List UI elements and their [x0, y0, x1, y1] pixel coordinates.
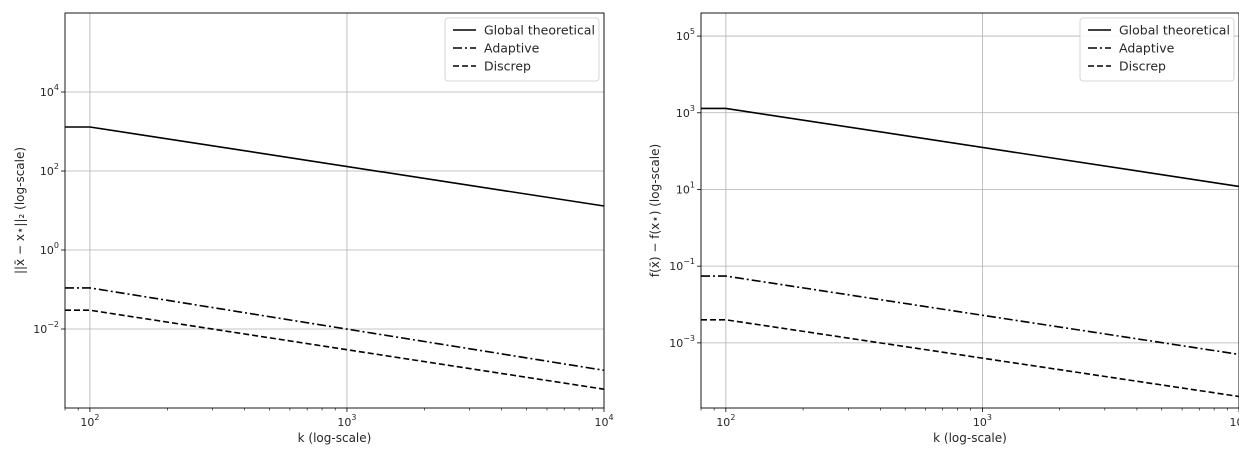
x-tick-label-text: 102	[80, 413, 99, 429]
y-tick-label-base: 10	[33, 323, 47, 336]
y-tick-label: 105	[676, 27, 695, 43]
y-tick-label-exp: 4	[54, 83, 59, 92]
series-line-dashed	[65, 309, 605, 390]
legend-label: Global theoretical	[484, 23, 595, 38]
x-tick-label-base: 10	[594, 416, 608, 429]
x-tick-label-exp: 2	[730, 413, 735, 422]
y-tick-label-text: 105	[676, 27, 695, 43]
x-tick-label-text: 104	[1229, 413, 1239, 429]
x-tick-label-exp: 3	[351, 413, 356, 422]
series-line-dashdot	[65, 287, 605, 372]
x-tick-label-text: 104	[594, 413, 613, 429]
x-tick-label: 103	[337, 413, 356, 429]
legend-label: Adaptive	[484, 41, 540, 56]
y-tick-label-text: 10−3	[669, 334, 695, 350]
plot-frame	[700, 12, 1239, 409]
y-tick-label-exp: −1	[683, 257, 695, 266]
y-tick-label-exp: −3	[683, 334, 695, 343]
x-tick-label-base: 10	[337, 416, 351, 429]
y-tick-label-text: 10−2	[33, 320, 59, 336]
y-tick-label-base: 10	[40, 244, 54, 257]
y-tick-label: 103	[676, 104, 695, 120]
y-tick-label-exp: 0	[54, 241, 59, 250]
y-tick-label-exp: 2	[54, 162, 59, 171]
legend-label: Discrep	[1119, 59, 1166, 74]
y-tick-label-text: 102	[40, 162, 59, 178]
y-tick-label-exp: 3	[690, 104, 695, 113]
y-tick-label: 10−2	[33, 320, 59, 336]
legend-label: Discrep	[484, 59, 531, 74]
y-tick-label-text: 101	[676, 180, 695, 196]
series-line-solid	[65, 126, 605, 207]
y-tick-label-base: 10	[676, 107, 690, 120]
y-tick-label-base: 10	[669, 260, 683, 273]
y-tick-label: 101	[676, 180, 695, 196]
x-tick-label-text: 103	[973, 413, 992, 429]
x-tick-label-exp: 2	[94, 413, 99, 422]
y-tick-label-exp: 1	[690, 180, 695, 189]
series-line-dashdot	[701, 275, 1239, 356]
x-axis-label: k (log-scale)	[933, 431, 1007, 445]
y-tick-label-text: 100	[40, 241, 59, 257]
x-axis-label: k (log-scale)	[298, 431, 372, 445]
y-tick-label-base: 10	[669, 337, 683, 350]
x-tick-label: 104	[1229, 413, 1239, 429]
y-tick-label-exp: −2	[47, 320, 59, 329]
legend: Global theoretical Adaptive Discrep	[1079, 17, 1235, 82]
x-tick-label-exp: 3	[987, 413, 992, 422]
y-tick-label-base: 10	[40, 86, 54, 99]
x-tick-label-exp: 4	[608, 413, 613, 422]
y-axis-label: f(x̄) − f(x⋆) (log-scale)	[648, 144, 662, 277]
y-tick-label: 102	[40, 162, 59, 178]
legend-label: Adaptive	[1119, 41, 1175, 56]
series-line-solid	[701, 107, 1239, 188]
plot-frame	[64, 12, 605, 409]
y-tick-label: 104	[40, 83, 59, 99]
x-tick-label-base: 10	[80, 416, 94, 429]
legend-box	[1079, 17, 1235, 82]
x-tick-label-text: 103	[337, 413, 356, 429]
legend-label: Global theoretical	[1119, 23, 1230, 38]
y-tick-label-text: 104	[40, 83, 59, 99]
y-tick-label-text: 10−1	[669, 257, 695, 273]
y-axis-label: ||x̄ − x⋆||₂ (log-scale)	[13, 147, 27, 274]
y-tick-label-base: 10	[40, 165, 54, 178]
y-tick-label: 100	[40, 241, 59, 257]
legend: Global theoretical Adaptive Discrep	[444, 17, 600, 82]
y-tick-label-text: 103	[676, 104, 695, 120]
x-tick-label-text: 102	[716, 413, 735, 429]
legend-box	[444, 17, 600, 82]
y-tick-label: 10−3	[669, 334, 695, 350]
y-tick-label-base: 10	[676, 183, 690, 196]
y-tick-label-base: 10	[676, 30, 690, 43]
series-line-dashed	[701, 318, 1239, 398]
x-tick-label: 103	[973, 413, 992, 429]
x-tick-label: 104	[594, 413, 613, 429]
x-tick-label: 102	[80, 413, 99, 429]
y-tick-label-exp: 5	[690, 27, 695, 36]
x-tick-label-base: 10	[716, 416, 730, 429]
x-tick-label: 102	[716, 413, 735, 429]
x-tick-label-base: 10	[973, 416, 987, 429]
x-tick-label-base: 10	[1229, 416, 1239, 429]
y-tick-label: 10−1	[669, 257, 695, 273]
